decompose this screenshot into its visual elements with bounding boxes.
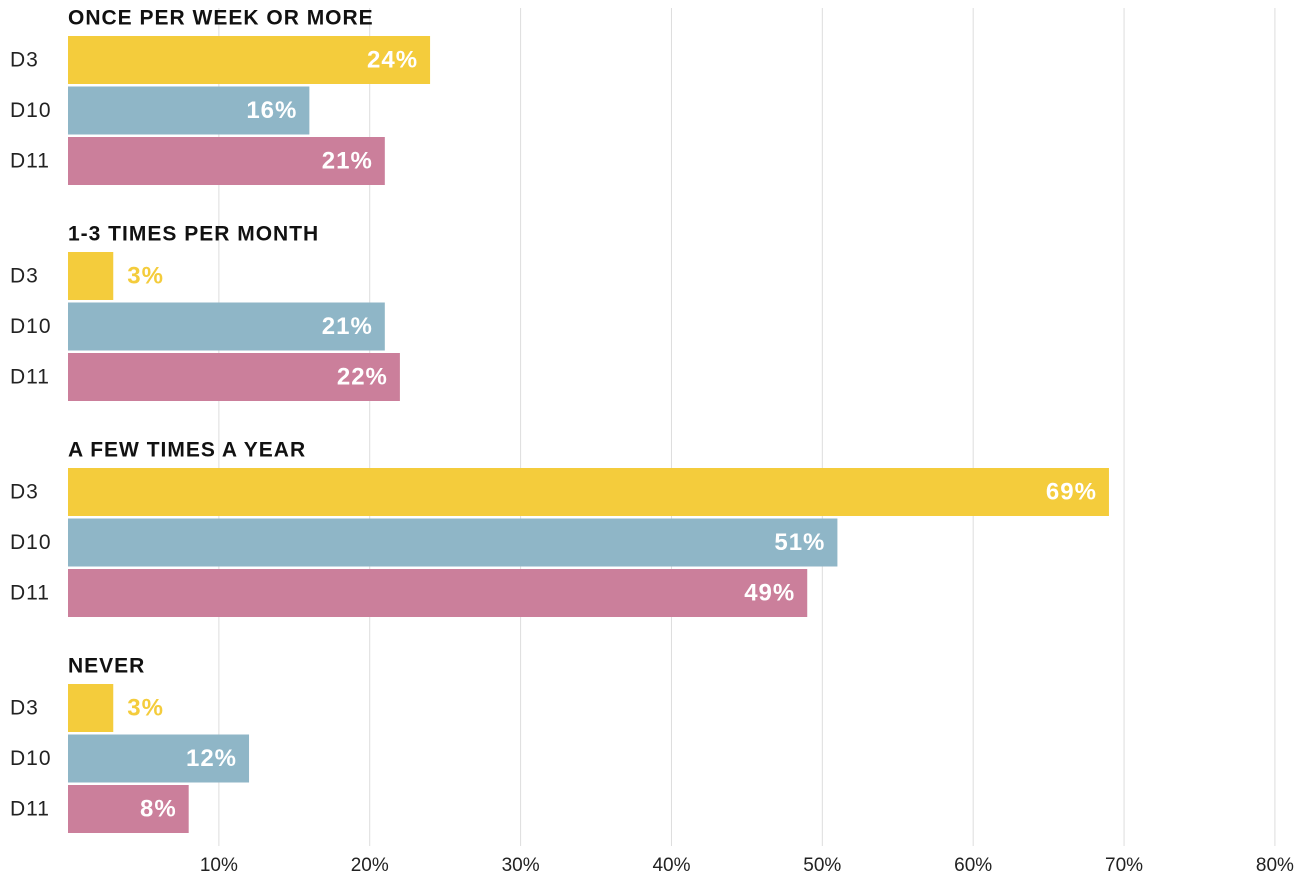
bar [68, 252, 114, 300]
bar [68, 569, 808, 617]
x-tick-label: 50% [803, 855, 841, 876]
row-label: D10 [10, 315, 52, 338]
row-label: D10 [10, 99, 52, 122]
row-label: D11 [10, 366, 50, 389]
value-label: 21% [322, 313, 373, 340]
x-tick-label: 30% [502, 855, 540, 876]
bar [68, 137, 385, 185]
group-label: 1-3 TIMES PER MONTH [68, 223, 319, 246]
value-label: 3% [127, 262, 164, 289]
value-label: 22% [337, 363, 388, 390]
row-label: D3 [10, 697, 39, 720]
row-label: D11 [10, 150, 50, 173]
row-label: D10 [10, 747, 52, 770]
group-label: ONCE PER WEEK OR MORE [68, 7, 374, 30]
row-label: D10 [10, 531, 52, 554]
row-label: D11 [10, 798, 50, 821]
value-label: 3% [127, 694, 164, 721]
bar [68, 785, 189, 833]
value-label: 8% [140, 795, 177, 822]
row-label: D3 [10, 49, 39, 72]
row-label: D11 [10, 582, 50, 605]
value-label: 69% [1046, 478, 1097, 505]
bar [68, 734, 250, 783]
bar [68, 86, 310, 135]
value-label: 49% [744, 579, 795, 606]
bar [68, 36, 431, 84]
value-label: 16% [246, 97, 297, 124]
value-label: 24% [367, 46, 418, 73]
row-label: D3 [10, 265, 39, 288]
value-label: 12% [186, 745, 237, 772]
bar [68, 302, 385, 351]
group-label: NEVER [68, 655, 145, 678]
x-tick-label: 40% [652, 855, 690, 876]
x-tick-label: 10% [200, 855, 238, 876]
x-tick-label: 60% [954, 855, 992, 876]
x-tick-label: 80% [1256, 855, 1294, 876]
group-label: A FEW TIMES A YEAR [68, 439, 306, 462]
value-label: 51% [774, 529, 825, 556]
bar [68, 353, 400, 401]
value-label: 21% [322, 147, 373, 174]
bar [68, 518, 838, 567]
bar [68, 468, 1109, 516]
x-tick-label: 20% [351, 855, 389, 876]
row-label: D3 [10, 481, 39, 504]
x-tick-label: 70% [1105, 855, 1143, 876]
bar [68, 684, 114, 732]
